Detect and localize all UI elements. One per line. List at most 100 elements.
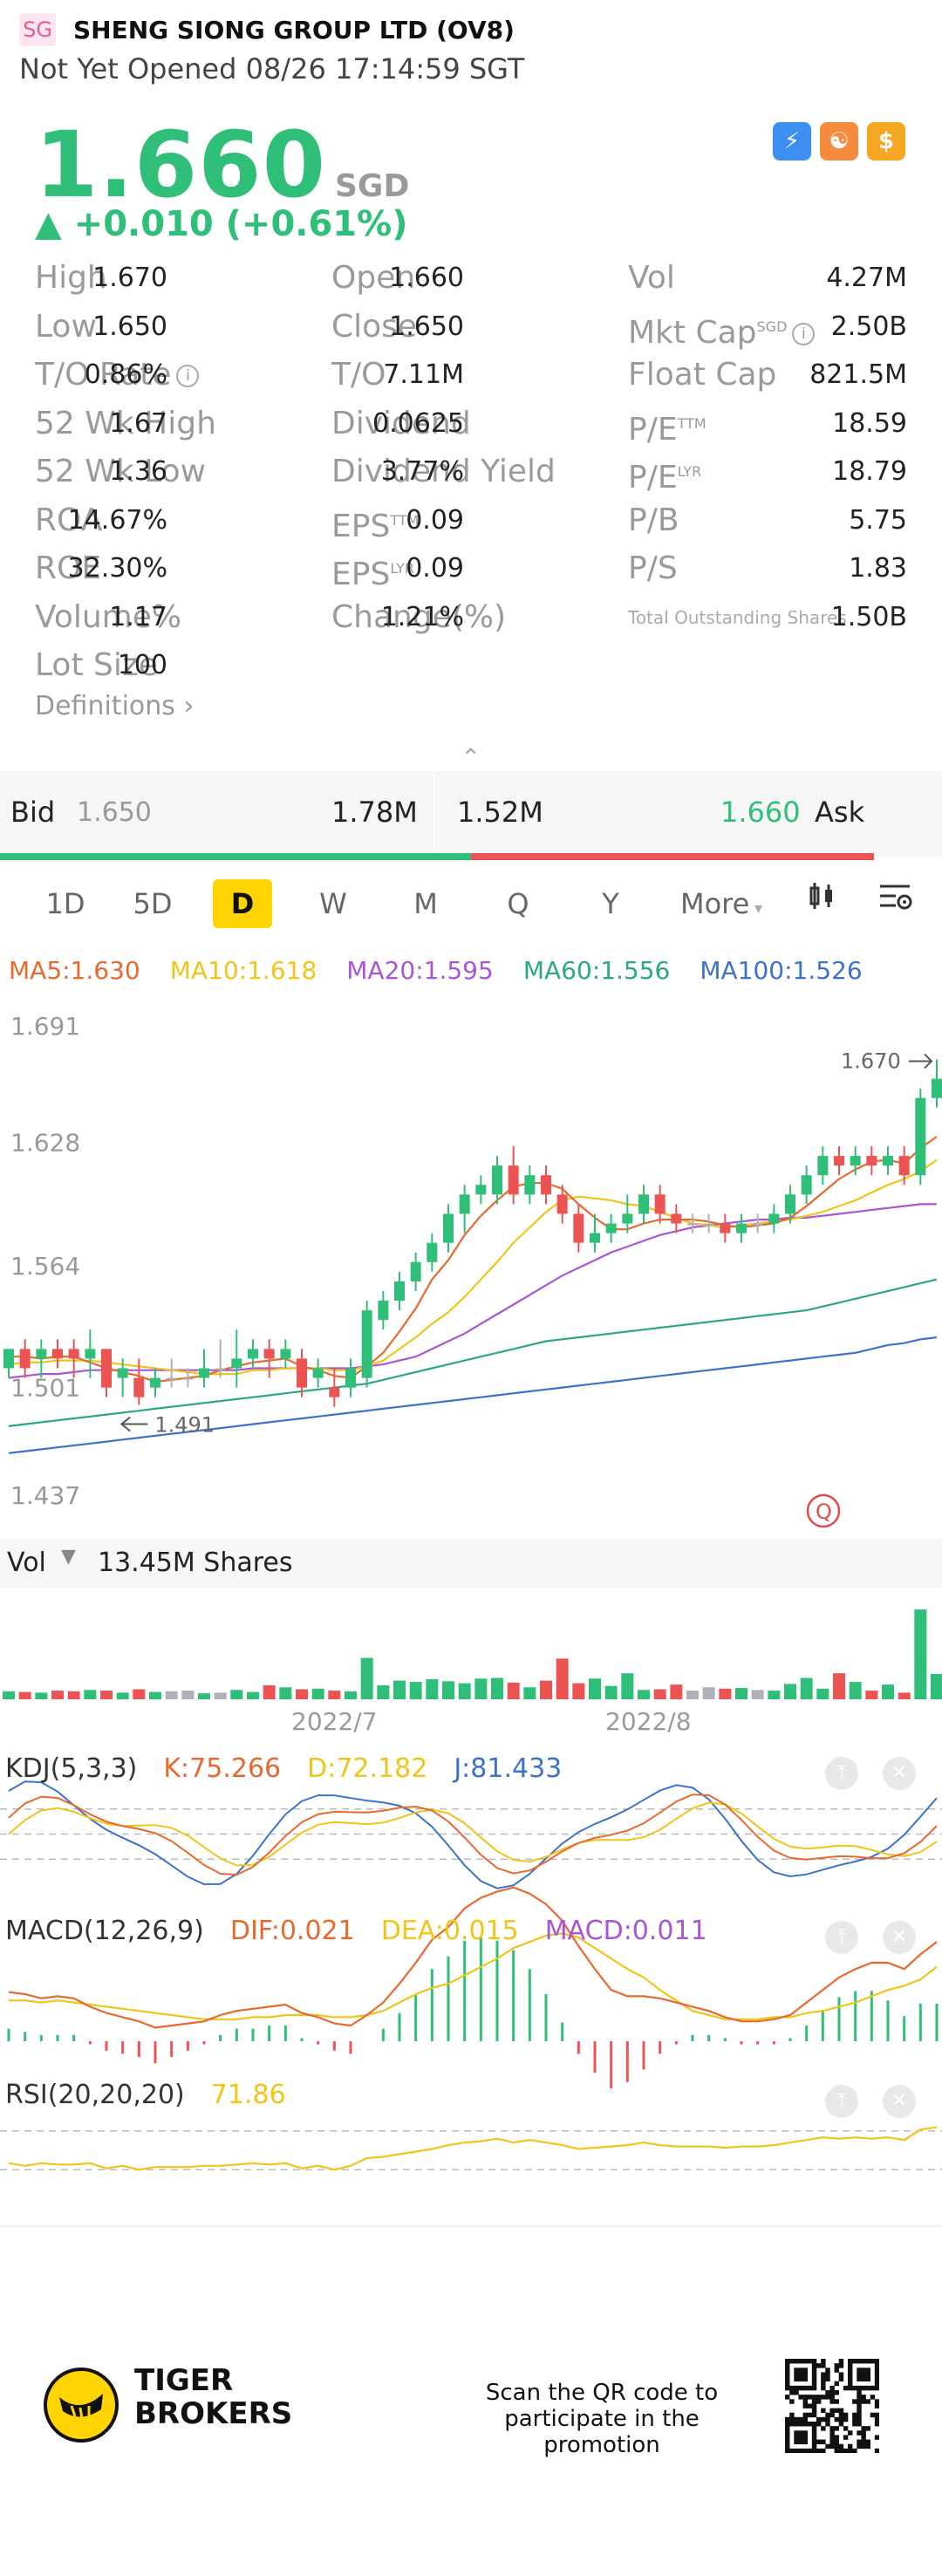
macd-legend: MACD(12,26,9) DIF:0.021 DEA:0.015 MACD:0.01… [5,1916,734,1946]
qr-module [798,2368,803,2373]
qr-module [857,2385,862,2391]
volume-bar [849,1682,862,1699]
brand-line2: BROKERS [134,2396,293,2431]
header-icons: ⚡ ☯ $ [773,122,905,161]
qr-module [811,2363,817,2368]
qr-module [857,2403,862,2409]
candle-type-icon[interactable] [802,879,841,928]
qr-module [865,2426,871,2431]
chevron-right-icon: › [183,691,195,721]
qr-module [848,2448,853,2453]
qr-module [848,2359,853,2364]
kdj-j: J:81.433 [454,1753,563,1784]
tab-y[interactable]: Y [602,887,619,920]
qr-module [848,2368,853,2373]
candle-body [394,1281,405,1302]
tab-m[interactable]: M [413,887,438,920]
qr-module [838,2372,844,2377]
qr-module [834,2416,840,2422]
stats-row: 52 Wk Low 1.36 Dividend Yield 3.77% P/ELYR 18… [35,452,907,501]
stat-value: 1.17 [109,601,167,632]
qr-module [789,2390,795,2395]
volume-bar [914,1609,927,1699]
ma-legend: MA5:1.630 MA10:1.618 MA20:1.595 MA60:1.556 M… [9,956,892,985]
stat-value: 1.36 [109,456,167,487]
qr-module [789,2359,795,2364]
qr-module [811,2426,817,2431]
trade-icon[interactable]: ☯ [820,122,858,161]
qr-module [857,2359,862,2364]
ma5-line [9,1136,938,1384]
info-icon[interactable]: i [176,365,200,387]
qr-module [829,2399,835,2404]
qr-module [857,2376,862,2382]
stat-value: 0.09 [406,504,464,536]
price-chart[interactable]: 1.691 1.628 1.564 1.501 1.437 1.670 1.491 Q 2022… [0,994,942,2233]
info-icon[interactable]: i [792,322,816,345]
qr-module [838,2448,844,2453]
volume-bar [702,1687,715,1699]
stat-label-text: Dividend [331,405,471,441]
candle-body [524,1175,536,1195]
qr-module [874,2363,879,2368]
pin-icon[interactable]: ⤒ [825,1757,858,1790]
qr-module [848,2372,853,2377]
stat-value: 5.75 [849,504,907,536]
candle-body [166,1377,177,1380]
tab-q[interactable]: Q [507,887,529,920]
tab-1d[interactable]: 1D [45,887,85,920]
candle-body [263,1349,275,1359]
qr-module [870,2359,876,2364]
close-icon[interactable]: ✕ [883,1921,916,1954]
more-dropdown[interactable]: More ▾ [673,879,769,928]
qr-module [811,2368,817,2373]
qr-module [861,2376,866,2382]
collapse-chevron-icon[interactable]: ⌃ [461,743,481,772]
qr-module [861,2399,866,2404]
kdj-legend: KDJ(5,3,3) K:75.266 D:72.182 J:81.433 [5,1753,588,1784]
pin-icon[interactable]: ⤒ [825,1921,858,1954]
more-label: More [679,887,750,920]
tab-d[interactable]: D [213,879,272,928]
qr-module [821,2408,826,2414]
volume-bar [474,1678,488,1699]
lightning-icon[interactable]: ⚡ [773,122,811,161]
chart-settings-icon[interactable] [876,879,916,928]
qr-module [807,2403,813,2409]
ma-legend-item: MA10:1.618 [169,956,317,985]
dollar-icon[interactable]: $ [867,122,905,161]
tab-w[interactable]: W [319,887,347,920]
pin-icon[interactable]: ⤒ [825,2085,858,2118]
qr-module [865,2368,871,2373]
qr-module [861,2368,866,2373]
definitions-link[interactable]: Definitions › [35,691,194,721]
qr-module [857,2430,862,2436]
stat-label: EPSLYR [331,549,414,595]
qr-module [794,2439,799,2445]
qr-module [843,2416,849,2422]
tab-5d[interactable]: 5D [133,887,173,920]
qr-module [825,2443,830,2450]
candle-body [378,1301,389,1321]
stat-value: 100 [117,650,167,680]
qr-module [829,2408,835,2414]
qr-module [857,2416,862,2422]
volume-bar [507,1682,520,1699]
close-icon[interactable]: ✕ [883,2085,916,2118]
stat-label-text: ROE [35,550,102,586]
price-block: 1.660 SGD [35,112,409,218]
qr-module [825,2422,830,2427]
volume-bar [653,1689,666,1699]
candle-body [866,1156,877,1166]
qr-module [874,2412,879,2418]
qr-module [798,2385,803,2391]
close-icon[interactable]: ✕ [883,1757,916,1790]
stat-value: 0.86% [84,359,167,390]
qr-module [811,2408,817,2414]
volume-header[interactable]: Vol ▼ 13.45M Shares [0,1539,942,1588]
qr-code[interactable] [785,2359,879,2453]
volume-bar [719,1688,732,1699]
qr-module [848,2381,853,2387]
stat-label-text: Vol [628,260,675,296]
stat-label: Float Cap [628,355,776,395]
